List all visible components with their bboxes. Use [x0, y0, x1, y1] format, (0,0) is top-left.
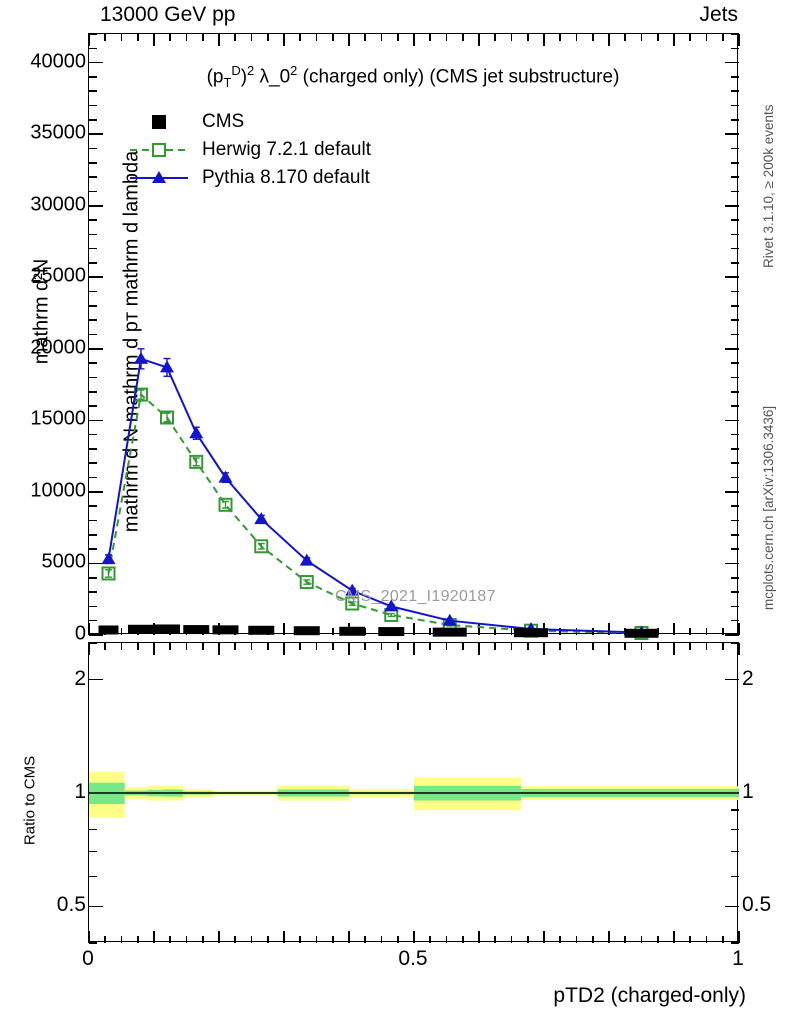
- data-point-cms: [378, 627, 405, 637]
- legend-marker-icon: [128, 112, 190, 132]
- data-point-cms: [293, 626, 320, 636]
- y-tick-label: 10000: [30, 479, 86, 502]
- data-point-herwig: [254, 539, 269, 554]
- data-point-cms: [339, 626, 366, 636]
- data-point-cms: [128, 624, 154, 634]
- data-point-cms: [183, 625, 210, 635]
- main-plot-canvas: [98, 348, 659, 640]
- data-point-pythia: [384, 599, 399, 612]
- main-y-tick-labels: 0 5000 10000 15000 20000 25000 30000 35000 40000: [0, 33, 87, 644]
- ratio-y-tick-label-right: 2: [742, 666, 754, 690]
- y-tick-label: 25000: [30, 264, 86, 287]
- ratio-y-tick-label: 0.5: [56, 893, 86, 917]
- data-point-pythia: [134, 351, 148, 364]
- x-tick-label: 0: [82, 947, 94, 970]
- series-line: [107, 392, 642, 634]
- ratio-y-tick-label: 1: [74, 780, 86, 803]
- legend-label: CMS: [202, 111, 245, 132]
- data-point-pythia: [254, 512, 269, 525]
- legend-item-herwig: Herwig 7.2.1 default: [128, 136, 371, 164]
- data-point-herwig: [160, 410, 174, 425]
- y-tick-label: 15000: [30, 407, 86, 430]
- rivet-version-note: Rivet 3.1.10, ≥ 200k events: [761, 104, 776, 268]
- mcplots-source-note: mcplots.cern.ch [arXiv:1306.3436]: [761, 405, 776, 610]
- y-tick-label: 0: [74, 622, 86, 645]
- legend-label: Pythia 8.170 default: [202, 167, 370, 188]
- data-point-cms: [248, 625, 275, 635]
- data-point-herwig: [345, 596, 360, 611]
- x-tick-label: 0.5: [398, 947, 428, 970]
- data-point-cms: [212, 625, 239, 635]
- legend-item-cms: CMS: [128, 108, 371, 136]
- data-point-pythia: [345, 583, 360, 596]
- ratio-y-tick-label-right: 0.5: [742, 893, 772, 917]
- y-tick-label: 30000: [30, 193, 86, 216]
- data-point-herwig: [218, 497, 233, 512]
- data-point-cms: [624, 628, 659, 638]
- legend-item-pythia: Pythia 8.170 default: [128, 164, 371, 192]
- legend-marker-icon: [128, 140, 190, 160]
- data-point-herwig: [101, 566, 116, 581]
- data-point-cms: [432, 627, 467, 637]
- ratio-y-tick-labels-left: 0.5 1 2: [0, 642, 86, 942]
- ratio-plot-panel: [88, 642, 740, 944]
- header-beam-label: 13000 GeV pp: [100, 3, 236, 26]
- ratio-y-tick-labels-right: 0.5 1 2: [742, 642, 786, 942]
- plot-title: (pTD)2 λ_02 (charged only) (CMS jet subs…: [206, 63, 620, 91]
- ratio-y-tick-label: 2: [74, 666, 86, 690]
- data-point-pythia: [101, 552, 116, 565]
- data-point-pythia: [160, 360, 174, 373]
- data-point-pythia: [442, 613, 457, 626]
- y-tick-label: 20000: [30, 336, 86, 359]
- data-point-herwig: [189, 454, 204, 469]
- legend-label: Herwig 7.2.1 default: [202, 139, 371, 160]
- y-tick-label: 5000: [41, 550, 87, 573]
- analysis-watermark: CMS_2021_I1920187: [335, 588, 496, 605]
- data-point-herwig: [299, 575, 314, 590]
- data-point-cms: [514, 628, 548, 638]
- data-point-cms: [98, 625, 119, 635]
- y-tick-label: 40000: [30, 50, 86, 73]
- data-point-pythia: [189, 426, 204, 439]
- y-tick-label: 35000: [30, 121, 86, 144]
- x-axis-title: pTD2 (charged-only): [553, 984, 746, 1007]
- series-line: [107, 357, 642, 634]
- x-tick-labels: 0 0.5 1: [82, 947, 744, 977]
- legend: CMS Herwig 7.2.1 default Pythia 8.170 defa…: [128, 108, 371, 192]
- data-point-cms: [154, 624, 180, 634]
- data-point-pythia: [218, 470, 233, 483]
- legend-marker-icon: [128, 168, 190, 188]
- header-category-label: Jets: [699, 3, 738, 26]
- ratio-plot-canvas: [89, 771, 739, 818]
- data-point-pythia: [299, 553, 314, 566]
- ratio-y-tick-label-right: 1: [742, 780, 754, 803]
- x-tick-label: 1: [732, 947, 744, 970]
